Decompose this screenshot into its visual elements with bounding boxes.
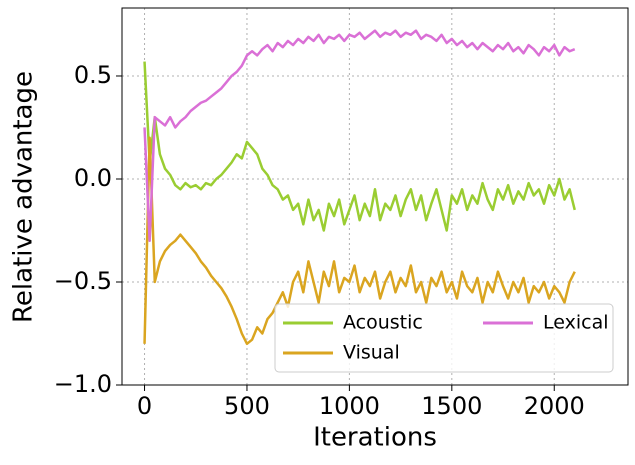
x-tick-label: 0 (137, 392, 152, 420)
legend: Acoustic Visual Lexical (274, 303, 614, 373)
legend-label: Lexical (543, 312, 609, 334)
x-tick-label: 1500 (421, 392, 482, 420)
data-line (143, 29, 576, 243)
x-tick-label: 500 (224, 392, 270, 420)
legend-label: Acoustic (343, 312, 423, 334)
data-line (143, 61, 576, 232)
plot-frame (121, 7, 629, 386)
x-tick-label: 2000 (524, 392, 585, 420)
y-tick-label: 0.0 (74, 164, 112, 192)
x-tick-label: 1000 (319, 392, 380, 420)
y-axis-label: Relative advantage (9, 71, 39, 323)
x-axis-label: Iterations (313, 423, 437, 453)
data-line (143, 136, 576, 346)
legend-box (274, 303, 614, 373)
y-tick-label: 0.5 (74, 61, 112, 89)
y-tick-label: −0.5 (54, 267, 112, 295)
y-tick-label: −1.0 (54, 370, 112, 398)
legend-label: Visual (343, 342, 400, 364)
